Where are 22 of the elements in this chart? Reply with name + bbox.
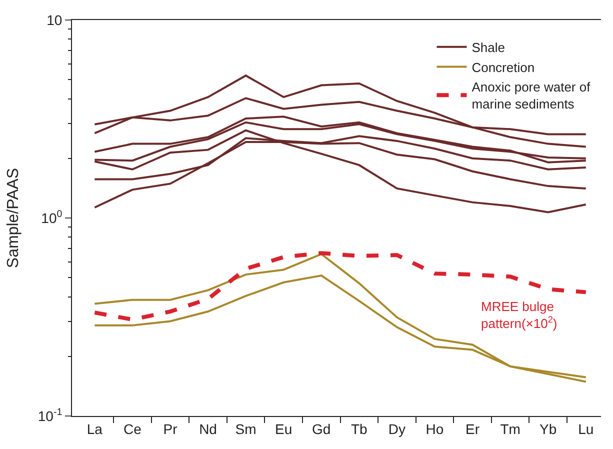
x-tick-label: La — [86, 420, 103, 437]
x-tick-label: Pr — [163, 420, 178, 437]
annotation: MREE bulge pattern(×10$^{2}$) — [481, 299, 558, 331]
x-tick-label: Yb — [540, 420, 557, 437]
y-tick-label: 10$^{-1}$ — [38, 407, 62, 424]
x-tick-label: Tm — [500, 420, 520, 437]
x-tick-label: Nd — [199, 420, 217, 437]
x-tick-label: Lu — [578, 420, 594, 437]
legend-label: Shale — [472, 40, 505, 55]
x-tick-label: Dy — [388, 420, 406, 437]
x-tick-label: Eu — [275, 420, 292, 437]
x-tick-label: Ho — [426, 420, 444, 437]
x-tick-label: Gd — [312, 420, 331, 437]
y-axis-title: Sample/PAAS — [4, 168, 22, 268]
y-tick-label: 10 — [46, 12, 62, 28]
x-tick-label: Er — [466, 420, 480, 437]
x-tick-label: Sm — [235, 420, 256, 437]
x-tick-label: Tb — [351, 420, 368, 437]
x-tick-label: Ce — [124, 420, 142, 437]
legend-label: Concretion — [472, 60, 535, 75]
legend-label: Anoxic pore water of marine sediments — [472, 80, 591, 112]
y-tick-label: 10$^{0}$ — [41, 209, 63, 226]
